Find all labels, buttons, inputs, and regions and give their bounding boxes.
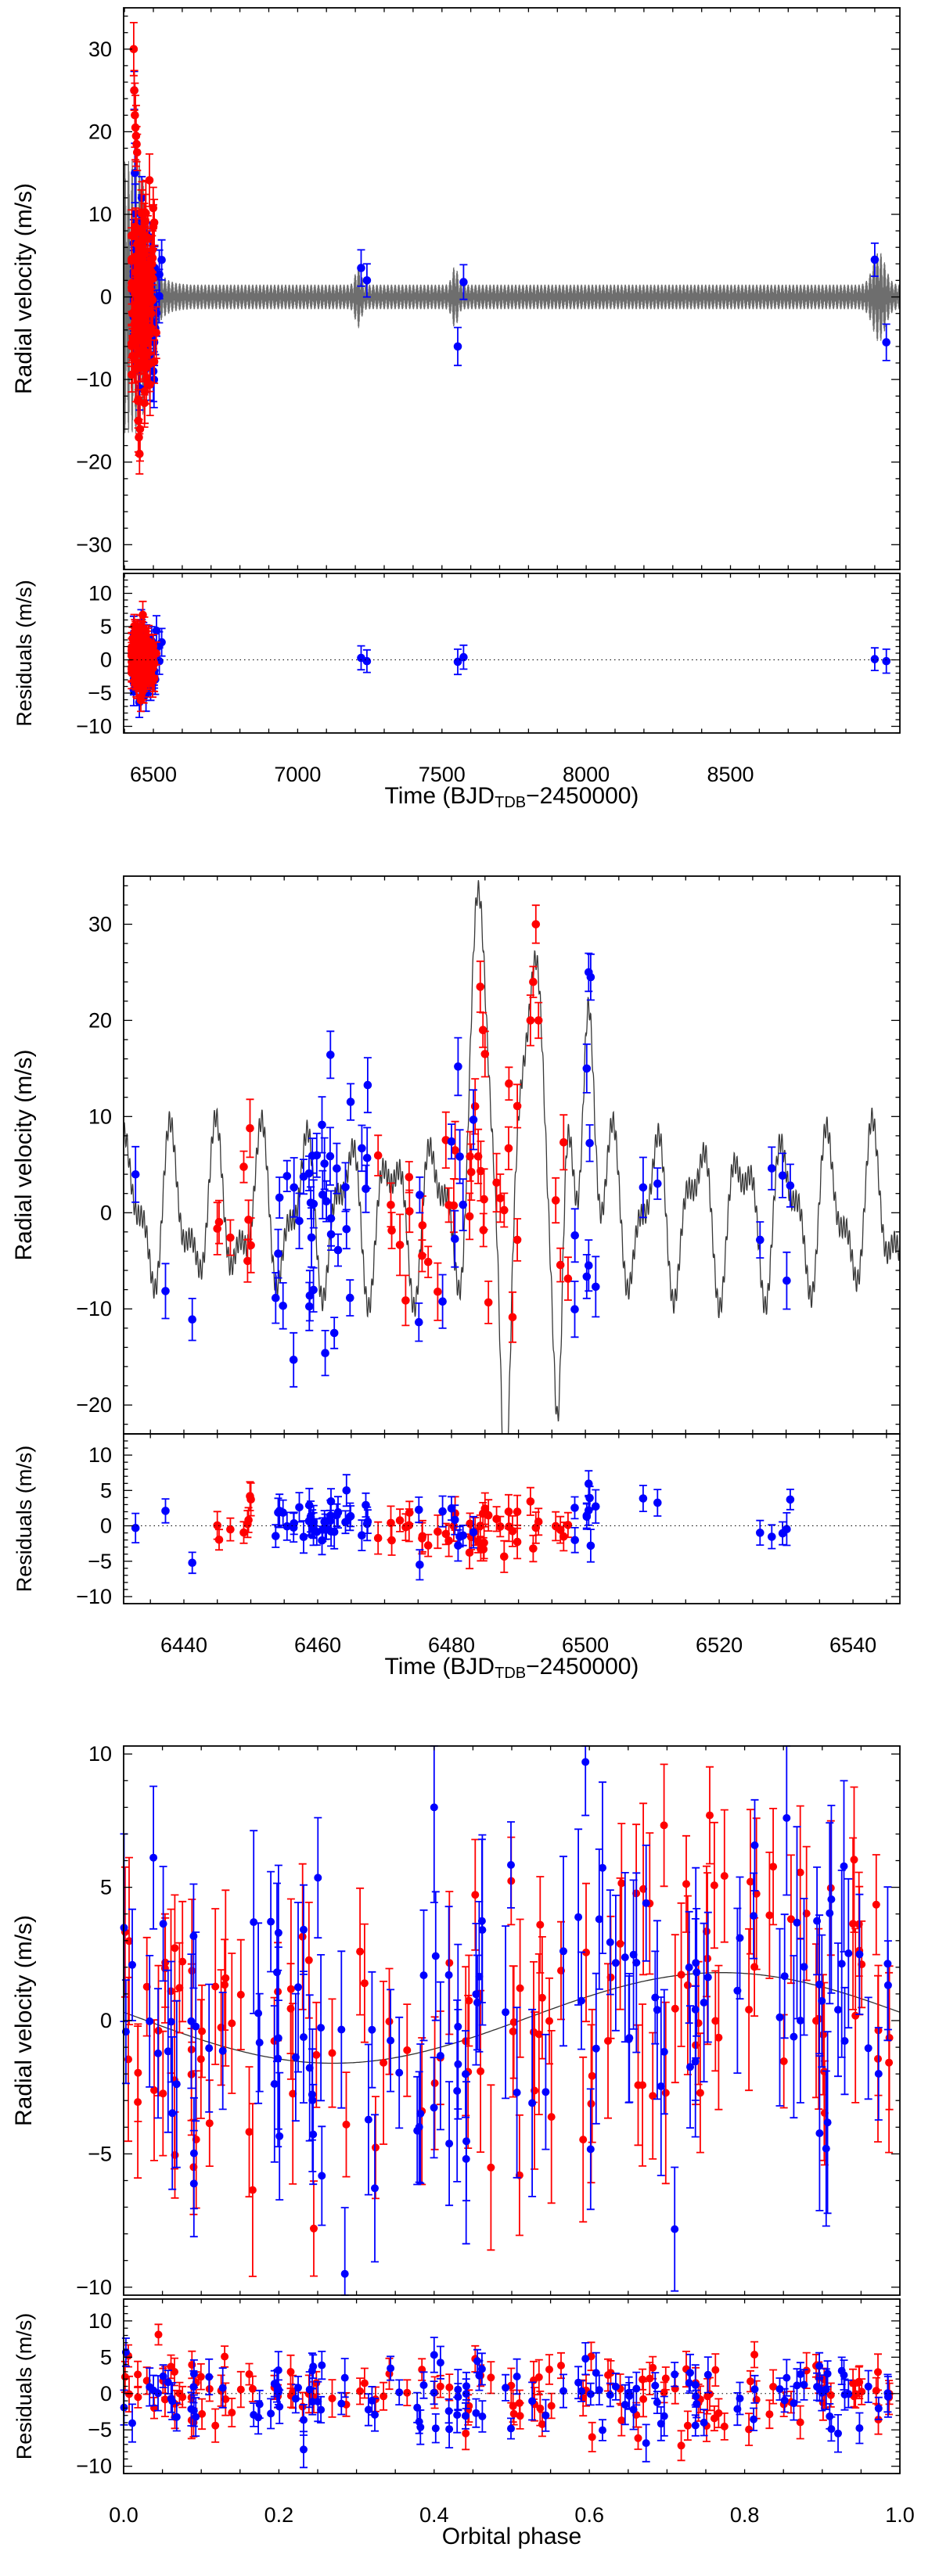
svg-text:5: 5 xyxy=(100,1876,112,1899)
svg-text:10: 10 xyxy=(88,1742,112,1766)
svg-text:−5: −5 xyxy=(88,1550,112,1573)
svg-text:Radial velocity (m/s): Radial velocity (m/s) xyxy=(11,1915,37,2126)
svg-text:5: 5 xyxy=(100,2345,112,2369)
svg-text:Orbital phase: Orbital phase xyxy=(442,2524,581,2549)
svg-text:0.0: 0.0 xyxy=(109,2503,139,2527)
svg-text:30: 30 xyxy=(88,913,112,936)
svg-text:0: 0 xyxy=(100,286,112,309)
svg-text:Radial velocity (m/s): Radial velocity (m/s) xyxy=(11,183,37,394)
svg-text:20: 20 xyxy=(88,1008,112,1032)
svg-text:−30: −30 xyxy=(76,533,112,556)
svg-text:5: 5 xyxy=(100,615,112,638)
svg-text:6440: 6440 xyxy=(160,1633,207,1657)
svg-text:0: 0 xyxy=(100,1201,112,1224)
svg-text:0.8: 0.8 xyxy=(730,2503,760,2527)
svg-text:0: 0 xyxy=(100,2009,112,2032)
svg-text:Radial velocity (m/s): Radial velocity (m/s) xyxy=(11,1049,37,1260)
svg-text:6460: 6460 xyxy=(294,1633,341,1657)
svg-text:−10: −10 xyxy=(76,1585,112,1608)
svg-text:7000: 7000 xyxy=(274,763,321,786)
svg-text:−10: −10 xyxy=(76,2276,112,2299)
svg-text:1.0: 1.0 xyxy=(885,2503,915,2527)
svg-text:5: 5 xyxy=(100,1478,112,1502)
svg-text:−10: −10 xyxy=(76,368,112,391)
svg-text:Residuals (m/s): Residuals (m/s) xyxy=(13,580,36,727)
svg-text:0.2: 0.2 xyxy=(264,2503,294,2527)
svg-text:−10: −10 xyxy=(76,1297,112,1320)
svg-text:−10: −10 xyxy=(76,2455,112,2478)
svg-text:30: 30 xyxy=(88,38,112,61)
svg-text:−5: −5 xyxy=(88,681,112,705)
svg-text:Residuals (m/s): Residuals (m/s) xyxy=(13,1446,36,1593)
svg-text:8500: 8500 xyxy=(707,763,754,786)
svg-text:−10: −10 xyxy=(76,715,112,738)
svg-text:0: 0 xyxy=(100,1514,112,1538)
svg-text:6500: 6500 xyxy=(130,763,177,786)
svg-text:−20: −20 xyxy=(76,1393,112,1417)
svg-text:10: 10 xyxy=(88,582,112,605)
svg-text:−5: −5 xyxy=(88,2418,112,2441)
svg-text:20: 20 xyxy=(88,120,112,143)
svg-text:−20: −20 xyxy=(76,451,112,474)
svg-text:0: 0 xyxy=(100,2382,112,2405)
svg-text:10: 10 xyxy=(88,1443,112,1467)
svg-text:10: 10 xyxy=(88,2309,112,2333)
svg-text:Residuals (m/s): Residuals (m/s) xyxy=(13,2313,36,2460)
svg-text:6520: 6520 xyxy=(696,1633,743,1657)
svg-text:10: 10 xyxy=(88,1105,112,1128)
svg-text:−5: −5 xyxy=(88,2142,112,2165)
svg-text:6540: 6540 xyxy=(829,1633,876,1657)
svg-text:0: 0 xyxy=(100,648,112,672)
svg-text:10: 10 xyxy=(88,203,112,226)
